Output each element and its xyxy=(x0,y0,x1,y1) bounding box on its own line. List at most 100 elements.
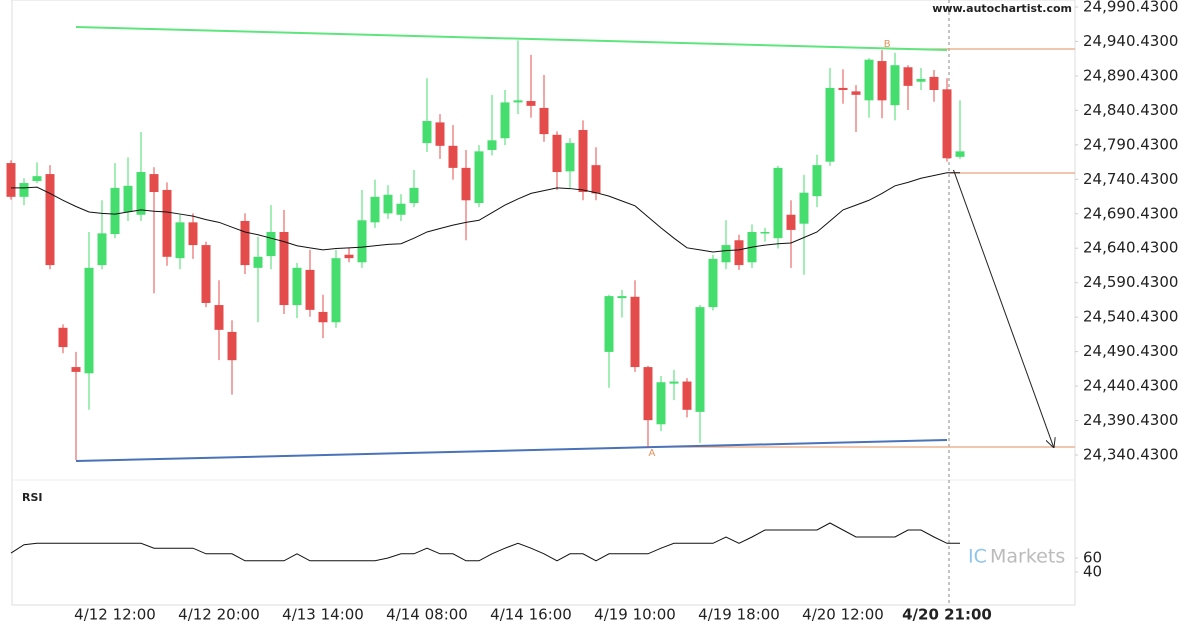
candle-body xyxy=(708,258,718,308)
y-tick-label: 24,390.4300 xyxy=(1083,411,1178,429)
candle-body xyxy=(6,163,16,197)
x-tick-label: 4/12 12:00 xyxy=(74,606,156,624)
candle-body xyxy=(929,76,939,91)
candle-body xyxy=(630,296,640,368)
candle-body xyxy=(565,143,575,172)
candle-body xyxy=(526,101,536,106)
candle-body xyxy=(721,245,731,263)
y-tick-label: 24,440.4300 xyxy=(1083,377,1178,395)
y-tick-label: 24,740.4300 xyxy=(1083,170,1178,188)
x-tick-label: 4/19 18:00 xyxy=(698,606,780,624)
candle-body xyxy=(604,296,614,352)
candle-body xyxy=(110,187,120,235)
x-tick-label: 4/20 12:00 xyxy=(802,606,884,624)
candle-body xyxy=(136,172,146,215)
candle-body xyxy=(617,296,627,299)
y-tick-label: 40 xyxy=(1083,563,1102,581)
candle-body xyxy=(916,78,926,82)
candle-body xyxy=(58,327,68,348)
candle-body xyxy=(656,382,666,425)
candle-body xyxy=(669,381,679,384)
pattern-point: A xyxy=(648,448,655,459)
moving-average xyxy=(11,172,960,253)
candle-body xyxy=(19,183,29,197)
candle-body xyxy=(214,305,224,330)
candle-body xyxy=(864,59,874,101)
candle-body xyxy=(396,203,406,215)
x-tick-label: 4/13 14:00 xyxy=(282,606,364,624)
candle-body xyxy=(305,269,315,310)
candle-body xyxy=(903,67,913,86)
candle-body xyxy=(838,87,848,91)
trend-line xyxy=(75,26,948,52)
x-tick-label: 4/14 16:00 xyxy=(490,606,572,624)
candle-body xyxy=(461,167,471,201)
y-tick-label: 24,840.4300 xyxy=(1083,101,1178,119)
candle-body xyxy=(799,192,809,224)
y-tick-label: 24,540.4300 xyxy=(1083,308,1178,326)
candle-body xyxy=(318,311,328,323)
rsi-title: RSI xyxy=(22,491,43,504)
trend-line xyxy=(75,438,948,463)
y-tick-label: 60 xyxy=(1083,549,1102,567)
y-tick-label: 24,590.4300 xyxy=(1083,273,1178,291)
candle-body xyxy=(734,240,744,266)
candle-body xyxy=(253,256,263,268)
candle-body xyxy=(890,65,900,106)
y-tick-label: 24,990.4300 xyxy=(1083,0,1178,16)
candle-body xyxy=(331,258,341,323)
candle-body xyxy=(266,231,276,257)
candle-body xyxy=(591,165,601,194)
candle-body xyxy=(32,176,42,181)
forecast-arrow xyxy=(953,169,1054,447)
candle-body xyxy=(162,189,172,257)
x-tick-label: 4/20 21:00 xyxy=(902,606,992,624)
candle-body xyxy=(227,331,237,361)
candle-body xyxy=(773,167,783,239)
candle-body xyxy=(695,307,705,412)
candle-body xyxy=(422,121,432,144)
candle-body xyxy=(539,107,549,135)
candle-body xyxy=(877,61,887,101)
candle-body xyxy=(851,91,861,95)
candle-body xyxy=(578,129,588,193)
candle-body xyxy=(240,220,250,266)
candle-body xyxy=(279,231,289,306)
candle-body xyxy=(435,122,445,146)
candle-body xyxy=(45,174,55,266)
candle-body xyxy=(84,267,94,374)
x-tick-label: 4/19 10:00 xyxy=(594,606,676,624)
candle-body xyxy=(149,174,159,193)
candle-body xyxy=(955,151,965,157)
candle-body xyxy=(97,233,107,266)
candle-body xyxy=(357,220,367,263)
candle-body xyxy=(825,87,835,162)
y-tick-label: 24,690.4300 xyxy=(1083,204,1178,222)
candle-body xyxy=(292,267,302,306)
x-tick-label: 4/12 20:00 xyxy=(178,606,260,624)
candle-body xyxy=(513,100,523,103)
candle-body xyxy=(682,381,692,410)
candle-body xyxy=(643,367,653,421)
y-tick-label: 24,890.4300 xyxy=(1083,66,1178,84)
pattern-point: B xyxy=(884,39,891,50)
candle-body xyxy=(344,254,354,259)
candle-body xyxy=(188,222,198,246)
candle-body xyxy=(812,165,822,197)
y-tick-label: 24,340.4300 xyxy=(1083,446,1178,464)
x-tick-label: 4/14 08:00 xyxy=(386,606,468,624)
candle-body xyxy=(786,214,796,230)
watermark-markets: Markets xyxy=(990,546,1065,568)
candle-body xyxy=(942,89,952,159)
candle-body xyxy=(71,367,81,372)
candle-body xyxy=(123,185,133,212)
watermark-ic: IC xyxy=(968,546,987,568)
rsi-line xyxy=(10,522,960,562)
candle-body xyxy=(487,140,497,150)
candle-body xyxy=(760,231,770,234)
y-tick-label: 24,940.4300 xyxy=(1083,32,1178,50)
candle-body xyxy=(201,245,211,303)
candle-body xyxy=(370,196,380,223)
candle-body xyxy=(552,134,562,173)
